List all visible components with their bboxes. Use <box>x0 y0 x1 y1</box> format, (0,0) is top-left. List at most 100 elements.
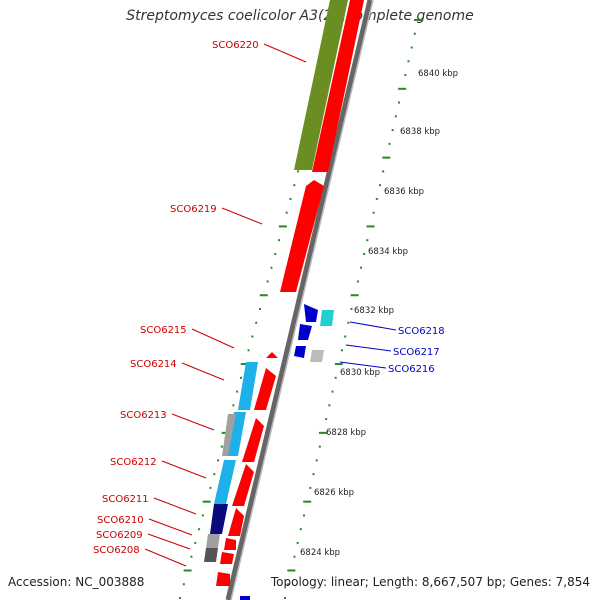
gene-sco6217[interactable] <box>298 324 312 340</box>
inner-tick <box>398 87 407 90</box>
outer-tick <box>278 239 281 242</box>
outer-tick <box>285 211 288 214</box>
feature-lightblue-6214[interactable] <box>238 362 258 410</box>
outer-tick <box>194 541 197 544</box>
inner-tick <box>299 528 302 531</box>
gene-sco6208[interactable] <box>216 572 230 586</box>
gene-sco6212[interactable] <box>232 464 254 506</box>
inner-tick <box>293 555 296 558</box>
gene-label-sco6219[interactable]: SCO6219 <box>170 204 217 215</box>
gene-bottom-blue[interactable] <box>240 596 250 600</box>
gene-label-sco6216[interactable]: SCO6216 <box>388 364 435 375</box>
label-leader-sco6220 <box>263 43 307 63</box>
gene-label-sco6210[interactable]: SCO6210 <box>97 515 144 526</box>
inner-tick <box>309 486 312 489</box>
gene-sco6214[interactable] <box>254 368 276 410</box>
label-leader-sco6213 <box>171 413 215 431</box>
label-leader-sco6215 <box>191 328 235 349</box>
inner-tick <box>344 335 347 338</box>
outer-tick <box>278 225 287 228</box>
inner-tick-ruler <box>284 19 422 599</box>
gene-label-sco6215[interactable]: SCO6215 <box>140 325 187 336</box>
inner-tick <box>318 445 321 448</box>
gene-label-sco6212[interactable]: SCO6212 <box>110 457 157 468</box>
inner-tick <box>287 583 290 586</box>
scale-label-6826: 6826 kbp <box>314 488 354 498</box>
inner-tick <box>372 211 375 214</box>
gene-label-sco6208[interactable]: SCO6208 <box>93 545 140 556</box>
feature-darkgray-6209[interactable] <box>204 548 218 562</box>
gene-label-sco6217[interactable]: SCO6217 <box>393 347 440 358</box>
scale-label-6838: 6838 kbp <box>400 127 440 137</box>
feature-gray-6210[interactable] <box>206 534 220 548</box>
feature-gray-6213[interactable] <box>222 414 236 456</box>
gene-sco6220[interactable] <box>312 0 364 172</box>
outer-tick <box>266 280 269 283</box>
inner-tick <box>334 376 337 379</box>
outer-tick <box>202 500 211 503</box>
label-leader-sco6214 <box>181 362 225 381</box>
outer-tick <box>190 555 193 558</box>
gene-label-sco6220[interactable]: SCO6220 <box>212 40 259 51</box>
inner-tick <box>296 541 299 544</box>
outer-tick <box>274 252 277 255</box>
green-feature-bar[interactable] <box>294 0 348 170</box>
label-leader-sco6217 <box>345 344 392 352</box>
outer-tick <box>239 376 242 379</box>
inner-tick <box>391 129 394 132</box>
gene-label-sco6213[interactable]: SCO6213 <box>120 410 167 421</box>
inner-tick <box>388 142 391 145</box>
gene-label-sco6214[interactable]: SCO6214 <box>130 359 177 370</box>
inner-tick <box>414 19 422 21</box>
feature-lightblue-6213[interactable] <box>226 412 246 456</box>
feature-gray-6216[interactable] <box>310 350 324 362</box>
gene-sco6210[interactable] <box>224 538 236 550</box>
outer-tick <box>198 528 201 531</box>
gene-sco6216[interactable] <box>294 346 306 358</box>
inner-tick <box>382 170 385 173</box>
inner-tick <box>319 431 327 434</box>
scale-label-6832: 6832 kbp <box>354 306 394 316</box>
inner-tick <box>379 184 381 187</box>
gene-sco6218[interactable] <box>304 304 318 322</box>
scale-label-6840: 6840 kbp <box>418 69 458 79</box>
label-leader-sco6216 <box>339 361 387 369</box>
scale-label-6830: 6830 kbp <box>340 368 380 378</box>
feature-navy-6211[interactable] <box>210 504 228 534</box>
inner-tick <box>347 321 350 324</box>
inner-tick <box>350 308 353 310</box>
inner-tick <box>350 294 359 297</box>
inner-tick <box>360 266 362 269</box>
gene-sco6211[interactable] <box>228 508 244 536</box>
outer-tick <box>213 473 216 476</box>
gene-sco6219[interactable] <box>280 180 324 292</box>
outer-tick <box>259 308 261 310</box>
inner-tick <box>356 280 359 283</box>
inner-tick <box>413 32 416 35</box>
gene-label-sco6211[interactable]: SCO6211 <box>102 494 149 505</box>
outer-tick <box>201 514 204 517</box>
outer-tick <box>289 197 292 200</box>
inner-tick <box>398 101 400 104</box>
outer-tick <box>217 459 220 462</box>
outer-tick <box>232 404 235 407</box>
gene-sco6209[interactable] <box>220 552 234 564</box>
inner-tick <box>394 115 397 118</box>
gene-label-sco6218[interactable]: SCO6218 <box>398 326 445 337</box>
inner-tick <box>331 390 334 393</box>
outer-tick <box>209 486 212 489</box>
inner-tick <box>334 363 343 366</box>
gene-label-sco6209[interactable]: SCO6209 <box>96 530 143 541</box>
outer-tick <box>251 335 254 338</box>
gene-sco6213[interactable] <box>242 418 264 462</box>
feature-track <box>204 0 364 600</box>
feature-lightblue-6212[interactable] <box>214 460 236 504</box>
inner-tick <box>366 225 375 228</box>
summary-text: Topology: linear; Length: 8,667,507 bp; … <box>270 575 590 589</box>
feature-cyan-6218[interactable] <box>320 310 334 326</box>
inner-tick <box>363 252 366 255</box>
gene-sco6215[interactable] <box>266 352 278 358</box>
outer-tick <box>255 321 258 324</box>
scale-label-6834: 6834 kbp <box>368 247 408 257</box>
label-leader-sco6211 <box>153 497 197 515</box>
